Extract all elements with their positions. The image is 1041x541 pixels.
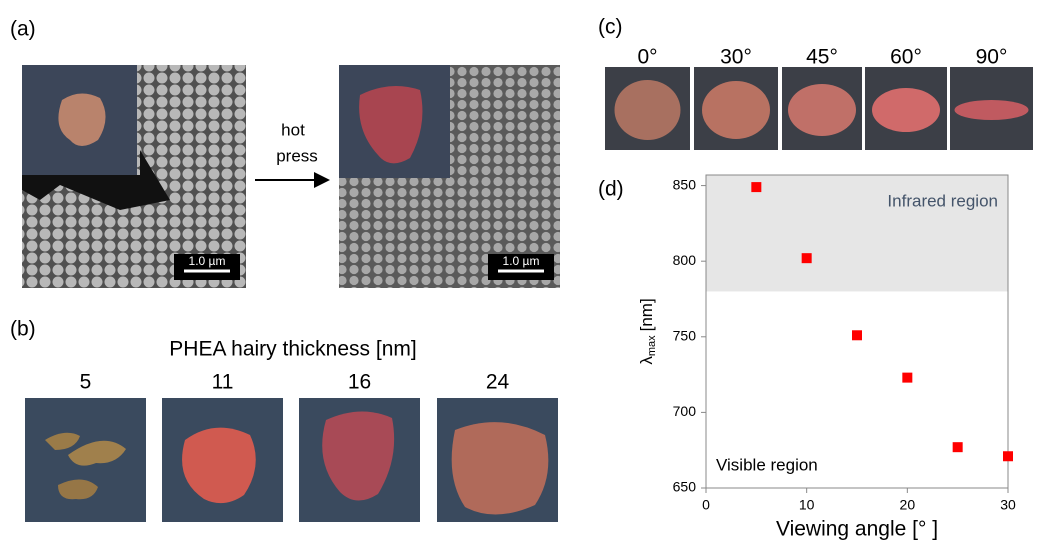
film-blob (872, 88, 940, 132)
film-blob (452, 422, 549, 514)
thickness-label: 24 (486, 371, 510, 394)
angle-label: 90° (976, 46, 1008, 69)
panel-label: (b) (10, 318, 36, 341)
data-point (751, 182, 761, 192)
data-point (902, 373, 912, 383)
panel-title: PHEA hairy thickness [nm] (169, 338, 416, 361)
film-blob (788, 84, 856, 136)
data-point (852, 330, 862, 340)
annotation: Visible region (716, 455, 818, 474)
arrow-text: hot (281, 120, 305, 139)
angle-label: 60° (890, 46, 922, 69)
x-tick-label: 20 (900, 497, 916, 513)
scale-label: 1.0 µm (503, 254, 540, 268)
film-blob (702, 81, 770, 139)
y-axis-subscript: max (646, 335, 658, 356)
y-tick-label: 800 (673, 252, 697, 268)
film-blob (955, 100, 1029, 120)
x-tick-label: 30 (1000, 497, 1016, 513)
photo-row: 0° 30° 45° 60° 90° (605, 46, 1033, 150)
x-axis-title: Viewing angle [° ] (776, 518, 938, 541)
angle-label: 0° (637, 46, 657, 69)
thickness-label: 16 (348, 371, 371, 394)
chart: 650 700 750 800 850 0 10 20 30 Infrared region Vis… (637, 175, 1016, 541)
y-tick-label: 750 (673, 327, 697, 343)
angle-label: 45° (806, 46, 838, 69)
y-axis-title: λmax[nm] (637, 298, 657, 364)
thickness-label: 5 (80, 371, 92, 394)
arrow-text: press (276, 146, 318, 165)
x-tick-label: 10 (799, 497, 815, 513)
photo-row: 5 11 16 24 (25, 371, 558, 522)
y-axis-unit: [nm] (637, 298, 656, 331)
film-blob (615, 80, 681, 140)
panel-label: (c) (598, 16, 623, 39)
data-point (1003, 451, 1013, 461)
scale-label: 1.0 µm (189, 254, 226, 268)
y-tick-label: 650 (673, 479, 697, 495)
x-tick-label: 0 (702, 497, 710, 513)
panel-label: (a) (10, 18, 36, 41)
panel-label: (d) (598, 178, 624, 201)
y-tick-label: 700 (673, 403, 697, 419)
y-tick-label: 850 (673, 176, 697, 192)
thickness-label: 11 (212, 371, 234, 394)
figure: (a) 1.0 µm hot press 1.0 µm (b) PHEA hai… (0, 0, 1041, 541)
data-point (953, 442, 963, 452)
data-point (802, 253, 812, 263)
annotation: Infrared region (887, 191, 998, 210)
angle-label: 30° (720, 46, 752, 69)
